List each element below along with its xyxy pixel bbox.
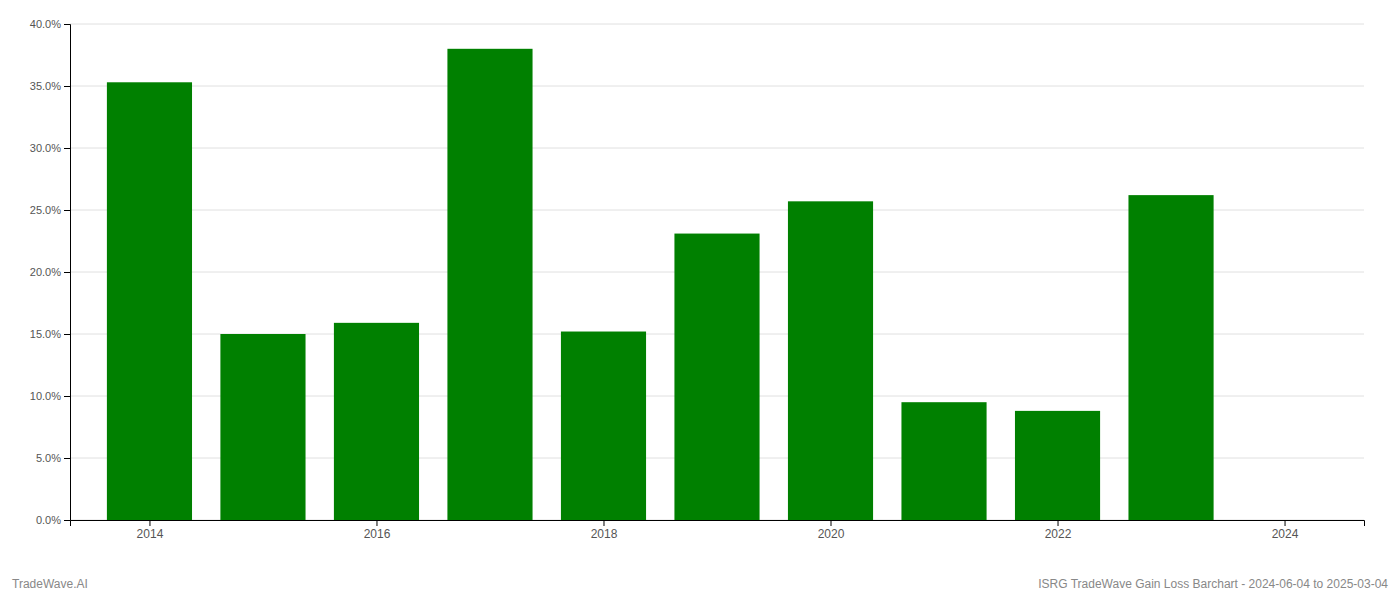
annotations: TradeWave.AI ISRG TradeWave Gain Loss Bar… — [12, 577, 1388, 591]
y-tick-label: 0.0% — [36, 514, 61, 526]
y-tick-mark — [64, 272, 70, 273]
x-tick: 2022 — [1045, 520, 1072, 541]
y-tick-mark — [64, 334, 70, 335]
x-axis: 2014 2016 2018 2020 2022 2024 — [71, 520, 1365, 541]
grid-line — [70, 86, 1364, 87]
bar — [901, 402, 986, 520]
x-tick: 2020 — [818, 520, 845, 541]
y-tick-label: 5.0% — [36, 452, 61, 464]
y-tick-label: 25.0% — [30, 204, 61, 216]
y-tick-label: 10.0% — [30, 390, 61, 402]
bar — [220, 334, 305, 520]
footer-text: TradeWave.AI — [12, 577, 88, 591]
y-tick-mark — [64, 396, 70, 397]
bar — [1015, 411, 1100, 520]
bar — [447, 49, 532, 520]
y-tick: 30.0% — [30, 142, 70, 154]
grid — [70, 24, 1364, 520]
x-tick: 2014 — [137, 520, 164, 541]
y-tick-mark — [64, 210, 70, 211]
x-tick: 2024 — [1272, 520, 1299, 541]
grid-line — [70, 24, 1364, 25]
x-tick-label: 2014 — [137, 527, 164, 541]
x-tick-mark — [149, 520, 150, 526]
bar — [1128, 195, 1213, 520]
y-tick-label: 15.0% — [30, 328, 61, 340]
y-tick-mark — [64, 24, 70, 25]
x-tick: 2016 — [364, 520, 391, 541]
chart: 2014 2016 2018 2020 2022 2024 0.0% 5.0% 10.0% 15.… — [0, 0, 1400, 600]
y-tick: 5.0% — [36, 452, 70, 464]
bar — [561, 332, 646, 520]
bar — [107, 82, 192, 520]
y-tick: 15.0% — [30, 328, 70, 340]
x-tick: 2018 — [591, 520, 618, 541]
y-tick: 40.0% — [30, 18, 70, 30]
bar — [334, 323, 419, 520]
footer-text: ISRG TradeWave Gain Loss Barchart - 2024… — [1038, 577, 1388, 591]
x-axis-line — [71, 521, 1365, 527]
y-tick-label: 20.0% — [30, 266, 61, 278]
y-tick-mark — [64, 148, 70, 149]
x-tick-mark — [831, 520, 832, 526]
y-tick-mark — [64, 520, 70, 521]
y-tick: 25.0% — [30, 204, 70, 216]
x-tick-mark — [603, 520, 604, 526]
y-tick-mark — [64, 458, 70, 459]
y-axis: 0.0% 5.0% 10.0% 15.0% 20.0% 25.0% 30.0% 35.0% 40… — [30, 18, 71, 526]
y-tick: 10.0% — [30, 390, 70, 402]
x-tick-mark — [376, 520, 377, 526]
x-tick-label: 2024 — [1272, 527, 1299, 541]
bar — [788, 201, 873, 520]
y-tick-mark — [64, 86, 70, 87]
y-axis-line — [64, 25, 71, 521]
x-tick-label: 2016 — [364, 527, 391, 541]
x-tick-mark — [1285, 520, 1286, 526]
x-tick-label: 2018 — [591, 527, 618, 541]
y-tick: 35.0% — [30, 80, 70, 92]
y-tick-label: 30.0% — [30, 142, 61, 154]
y-tick: 0.0% — [36, 514, 70, 526]
bar — [674, 234, 759, 520]
y-tick: 20.0% — [30, 266, 70, 278]
y-tick-label: 35.0% — [30, 80, 61, 92]
x-tick-label: 2022 — [1045, 527, 1072, 541]
x-tick-label: 2020 — [818, 527, 845, 541]
grid-line — [70, 148, 1364, 149]
bars — [107, 49, 1214, 520]
x-tick-mark — [1058, 520, 1059, 526]
y-tick-label: 40.0% — [30, 18, 61, 30]
